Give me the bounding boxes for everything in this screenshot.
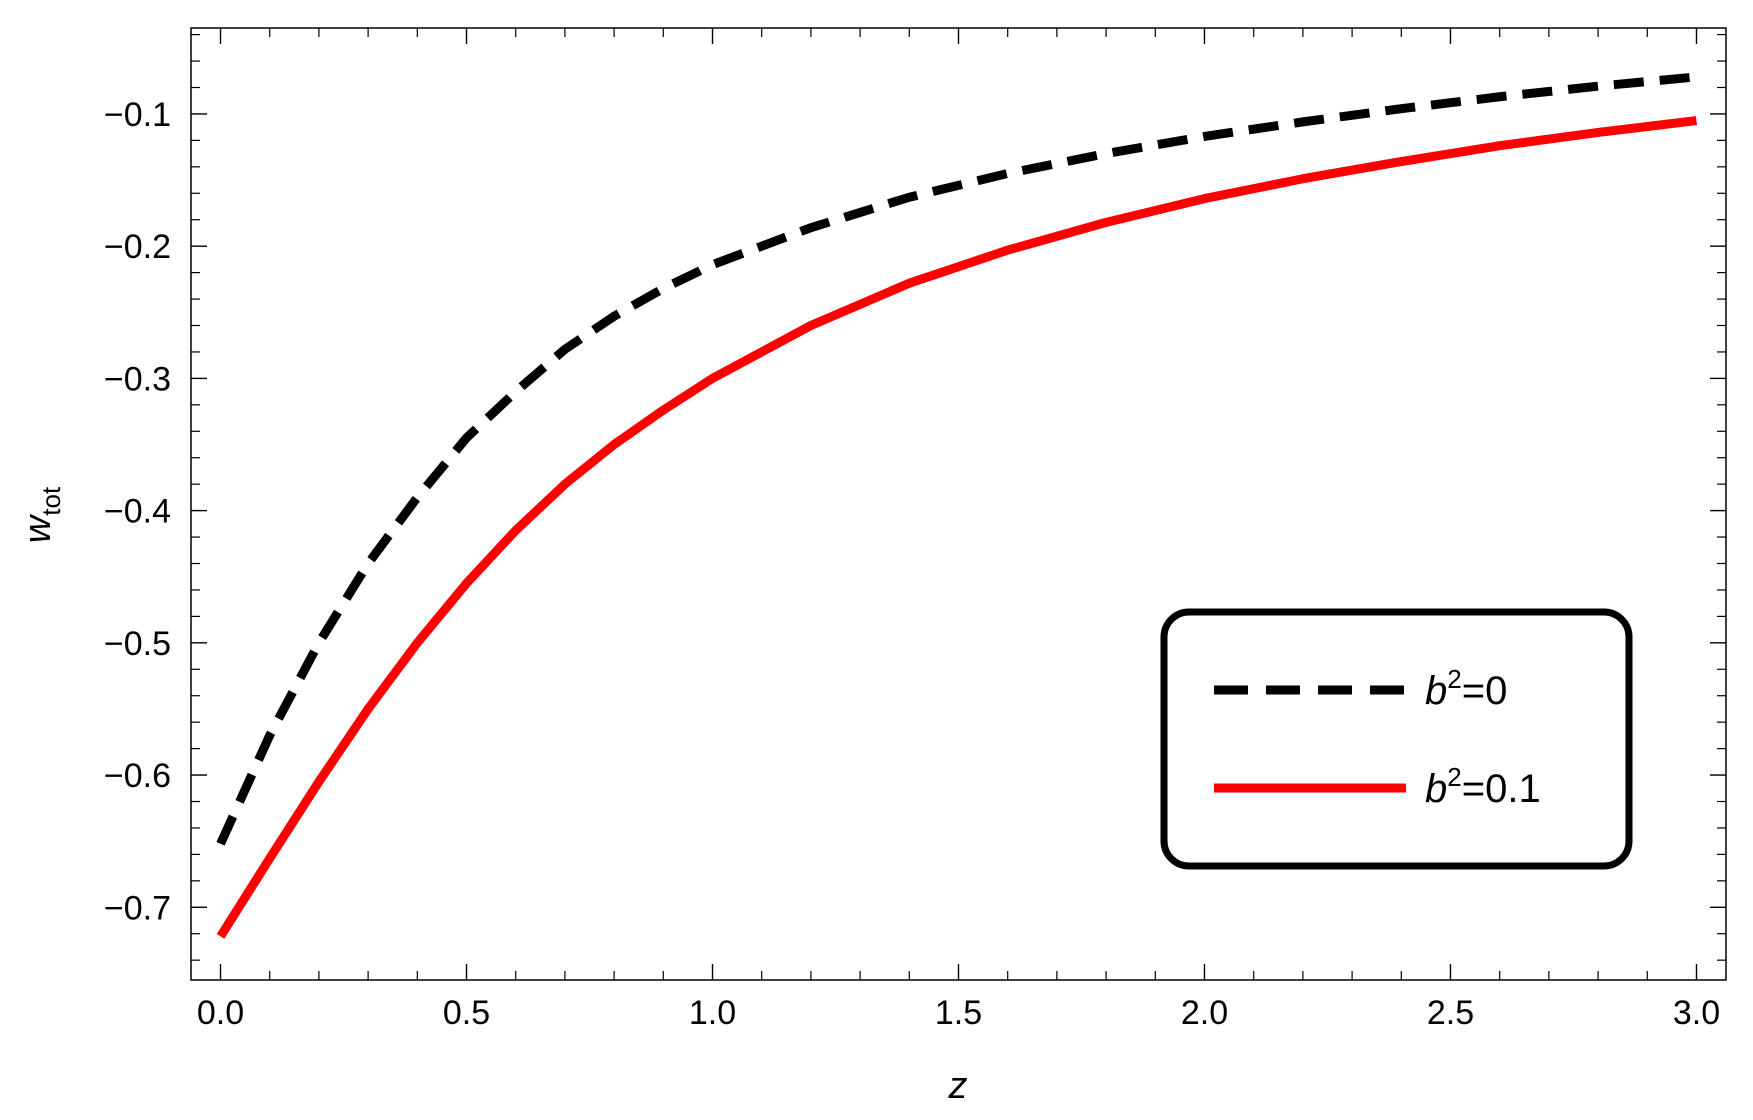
x-tick-label: 0.5 bbox=[443, 994, 490, 1032]
y-tick-label: −0.5 bbox=[104, 625, 171, 663]
y-tick-label: −0.7 bbox=[104, 889, 171, 927]
y-tick-label: −0.1 bbox=[104, 96, 171, 134]
y-tick-label: −0.2 bbox=[104, 228, 171, 266]
legend-box bbox=[1160, 608, 1633, 870]
x-tick-label: 2.0 bbox=[1181, 994, 1228, 1032]
x-tick-label: 1.5 bbox=[935, 994, 982, 1032]
x-axis-title: z bbox=[948, 1065, 968, 1107]
legend-label-b2-0: b2=0 bbox=[1425, 664, 1507, 713]
series-line-b2-0.1 bbox=[216, 116, 1698, 939]
x-tick-label: 0.0 bbox=[197, 994, 244, 1032]
y-axis-title: wtot bbox=[17, 486, 66, 543]
x-tick-label: 1.0 bbox=[689, 994, 736, 1032]
y-tick-label: −0.6 bbox=[104, 757, 171, 795]
series-layer bbox=[216, 72, 1698, 939]
x-tick-label: 2.5 bbox=[1427, 994, 1474, 1032]
y-tick-label: −0.4 bbox=[104, 493, 171, 531]
legend-label-b2-0.1: b2=0.1 bbox=[1425, 762, 1541, 811]
series-line-b2-0 bbox=[216, 72, 1697, 846]
y-tick-labels: −0.1 −0.2 −0.3 −0.4 −0.5 −0.6 −0.7 bbox=[104, 96, 171, 927]
x-tick-labels: 0.0 0.5 1.0 1.5 2.0 2.5 3.0 bbox=[197, 994, 1720, 1032]
legend: b2=0 b2=0.1 bbox=[1160, 608, 1633, 870]
major-ticks bbox=[191, 28, 1726, 980]
x-tick-label: 3.0 bbox=[1673, 994, 1720, 1032]
y-tick-label: −0.3 bbox=[104, 360, 171, 398]
minor-ticks bbox=[191, 28, 1726, 980]
